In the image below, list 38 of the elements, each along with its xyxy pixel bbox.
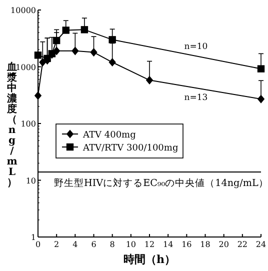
x-tick-label: 20 bbox=[218, 240, 229, 249]
annotation: n=13 bbox=[184, 93, 208, 103]
annotation: n=10 bbox=[184, 42, 208, 52]
point bbox=[34, 52, 42, 59]
point bbox=[72, 46, 79, 56]
x-axis-title: 時間（h） bbox=[124, 253, 176, 266]
x-tick-label: 14 bbox=[162, 240, 174, 249]
x-tick-label: 8 bbox=[110, 240, 115, 249]
point bbox=[52, 46, 60, 56]
point bbox=[257, 94, 265, 104]
x-tick-label: 22 bbox=[237, 240, 248, 249]
point bbox=[52, 36, 60, 44]
x-tick-label: 24 bbox=[256, 240, 266, 249]
ref-line-label: 野生型HIVに対するEC₉₀の中央値（14ng/mL） bbox=[54, 176, 268, 189]
y-tick-label: 1 bbox=[30, 233, 36, 242]
point bbox=[108, 58, 116, 67]
x-tick-label: 0 bbox=[35, 240, 41, 249]
point bbox=[257, 65, 265, 72]
y-tick-label: 1000 bbox=[16, 62, 36, 72]
y-tick-label: 10 bbox=[26, 176, 36, 186]
x-tick-label: 16 bbox=[182, 240, 192, 249]
x-tick-label: 10 bbox=[126, 240, 136, 249]
point bbox=[39, 58, 46, 67]
y-tick-label: 10000 bbox=[10, 6, 36, 15]
x-tick-label: 6 bbox=[91, 240, 96, 249]
point bbox=[80, 26, 88, 34]
legend-label: ATV/RTV 300/100mg bbox=[82, 144, 178, 154]
text: 血漿中濃度（ng/mL） bbox=[6, 62, 18, 188]
point bbox=[146, 76, 154, 84]
x-tick-label: 4 bbox=[72, 240, 78, 249]
x-tick-label: 2 bbox=[54, 240, 60, 249]
legend-label: ATV 400mg bbox=[82, 130, 136, 140]
point bbox=[90, 48, 98, 57]
point bbox=[62, 26, 70, 34]
point bbox=[34, 91, 42, 100]
y-tick-label: 100 bbox=[20, 120, 36, 128]
x-tick-label: 12 bbox=[144, 240, 155, 249]
x-tick-label: 18 bbox=[200, 240, 210, 249]
